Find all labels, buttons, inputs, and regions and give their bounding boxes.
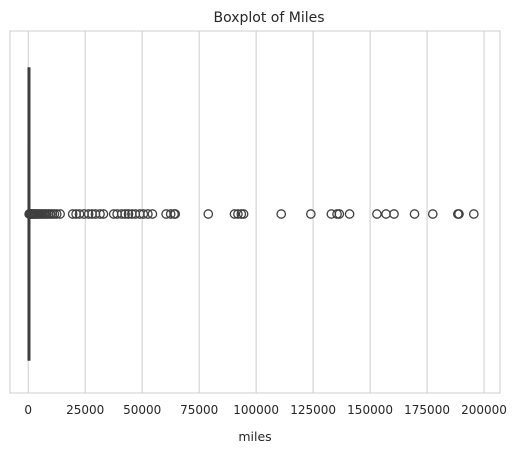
outlier-point — [55, 209, 65, 219]
x-tick-labels: 0 25000 50000 75000 100000 125000 150000 175000… — [24, 403, 507, 417]
outlier-point — [454, 209, 464, 219]
x-tick-label: 125000 — [290, 403, 336, 417]
outlier-point — [120, 209, 130, 219]
outlier-point — [95, 209, 105, 219]
outlier-point — [238, 209, 249, 219]
outlier-point — [233, 209, 243, 219]
gridlines — [27, 31, 485, 393]
outlier-point — [305, 209, 316, 219]
outlier-point — [389, 209, 399, 219]
outlier-point — [409, 209, 420, 219]
outlier-point — [276, 209, 287, 219]
outlier-point — [143, 209, 153, 219]
x-tick-label: 200000 — [461, 403, 507, 417]
outlier-point — [427, 209, 438, 219]
x-tick-label: 150000 — [347, 403, 393, 417]
outlier-point — [98, 209, 109, 219]
outlier-point — [116, 209, 127, 219]
chart-title: Boxplot of Miles — [213, 10, 324, 26]
outlier-point — [203, 209, 214, 219]
outlier-point — [67, 209, 78, 219]
x-tick-label: 175000 — [404, 403, 450, 417]
x-tick-label: 75000 — [180, 403, 218, 417]
outlier-point — [344, 209, 355, 219]
outlier-point — [229, 209, 240, 219]
outlier-point — [334, 209, 345, 219]
x-tick-label: 100000 — [233, 403, 279, 417]
outlier-point — [138, 209, 149, 219]
outlier-point — [381, 209, 391, 219]
outlier-point — [74, 209, 85, 219]
outlier-point — [468, 209, 479, 219]
x-axis-label: miles — [238, 429, 271, 444]
outlier-point — [51, 209, 62, 219]
outlier-point — [83, 209, 94, 219]
outlier-point — [372, 209, 382, 219]
outlier-point — [165, 209, 176, 219]
outlier-points — [24, 209, 479, 219]
outlier-point — [147, 209, 158, 219]
x-tick-label: 50000 — [123, 403, 161, 417]
x-tick-label: 25000 — [66, 403, 104, 417]
plot-frame — [9, 30, 501, 394]
x-tick-label: 0 — [24, 403, 32, 417]
outlier-point — [123, 209, 134, 219]
outlier-point — [170, 209, 181, 219]
